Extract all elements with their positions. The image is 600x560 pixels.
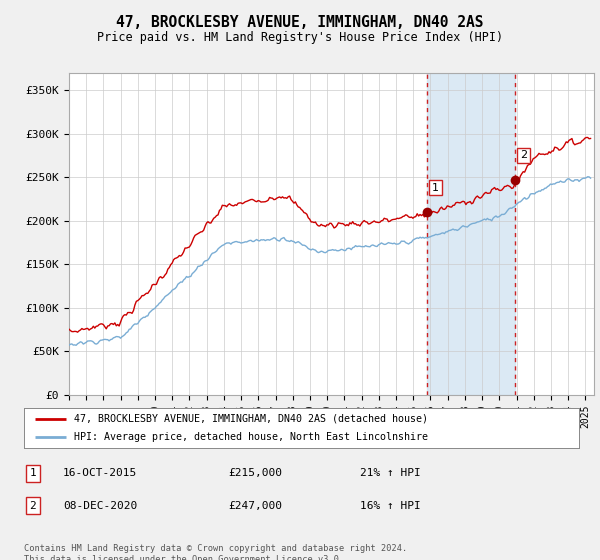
Text: 08-DEC-2020: 08-DEC-2020 xyxy=(63,501,137,511)
Text: HPI: Average price, detached house, North East Lincolnshire: HPI: Average price, detached house, Nort… xyxy=(74,432,428,442)
Text: 16-OCT-2015: 16-OCT-2015 xyxy=(63,468,137,478)
Text: Price paid vs. HM Land Registry's House Price Index (HPI): Price paid vs. HM Land Registry's House … xyxy=(97,31,503,44)
Text: 47, BROCKLESBY AVENUE, IMMINGHAM, DN40 2AS: 47, BROCKLESBY AVENUE, IMMINGHAM, DN40 2… xyxy=(116,15,484,30)
Bar xyxy=(427,73,515,395)
Text: Contains HM Land Registry data © Crown copyright and database right 2024.
This d: Contains HM Land Registry data © Crown c… xyxy=(24,544,407,560)
Text: £247,000: £247,000 xyxy=(228,501,282,511)
Text: 21% ↑ HPI: 21% ↑ HPI xyxy=(360,468,421,478)
Text: £215,000: £215,000 xyxy=(228,468,282,478)
Text: 2: 2 xyxy=(520,151,527,161)
Text: 47, BROCKLESBY AVENUE, IMMINGHAM, DN40 2AS (detached house): 47, BROCKLESBY AVENUE, IMMINGHAM, DN40 2… xyxy=(74,414,428,423)
Text: 2: 2 xyxy=(29,501,37,511)
Text: 1: 1 xyxy=(29,468,37,478)
Text: 1: 1 xyxy=(432,183,439,193)
Text: 16% ↑ HPI: 16% ↑ HPI xyxy=(360,501,421,511)
